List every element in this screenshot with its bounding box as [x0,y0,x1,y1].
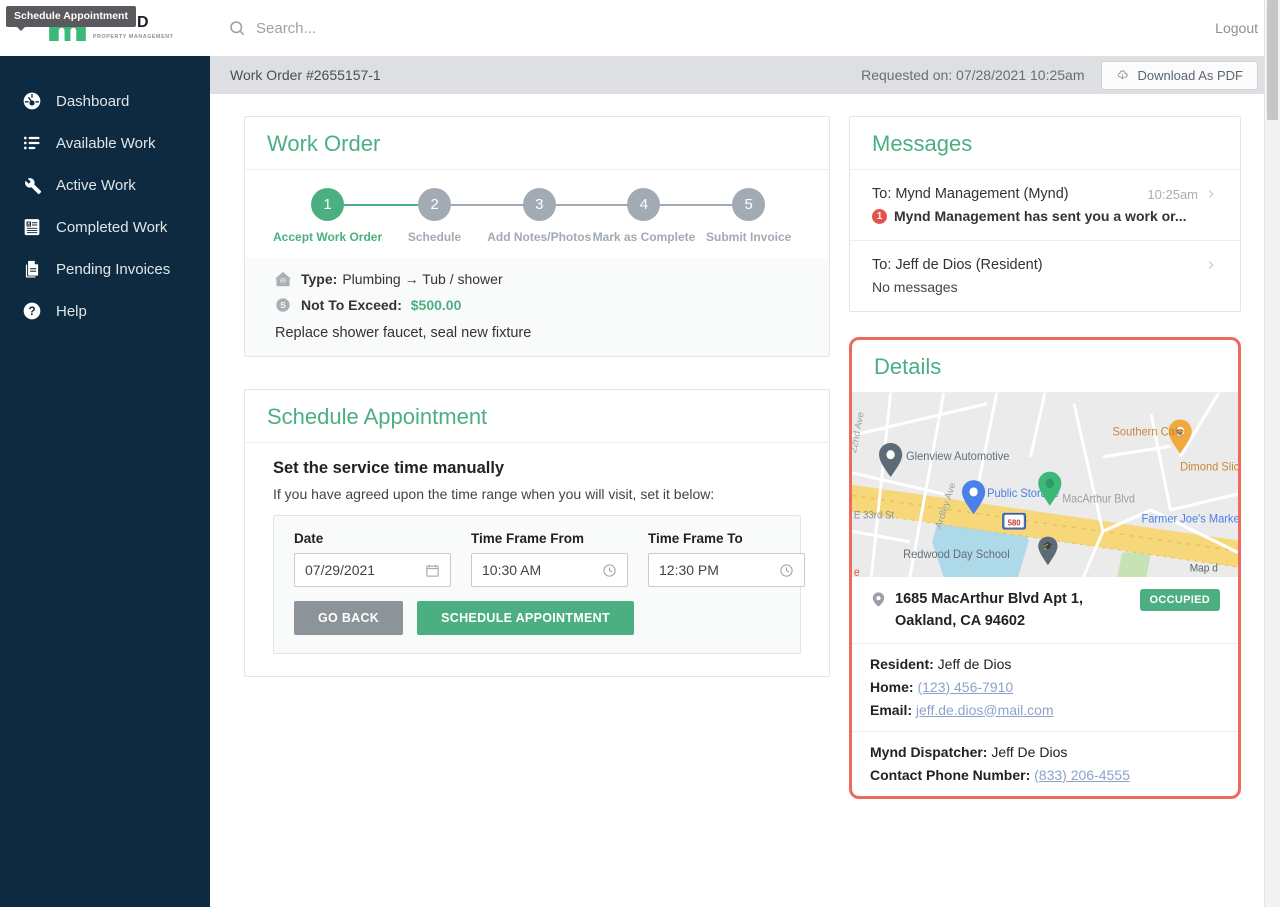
svg-text:Glenview Automotive: Glenview Automotive [906,450,1009,464]
svg-text:S: S [280,300,286,310]
svg-text:E 33rd St: E 33rd St [854,510,894,522]
svg-text:?: ? [28,305,35,318]
svg-text:Redwood Day School: Redwood Day School [903,547,1010,561]
svg-text:MacArthur Blvd: MacArthur Blvd [1062,493,1134,506]
svg-text:Farmer Joe's Marketpla: Farmer Joe's Marketpla [1142,512,1239,526]
svg-text:e: e [854,567,860,577]
svg-text:🎓: 🎓 [1043,541,1053,550]
svg-text:580: 580 [1008,518,1021,527]
svg-text:Dimond Slice Piz: Dimond Slice Piz [1180,460,1238,474]
svg-text:Southern Cafe: Southern Cafe [1113,425,1184,439]
svg-text:Map d: Map d [1190,562,1218,575]
